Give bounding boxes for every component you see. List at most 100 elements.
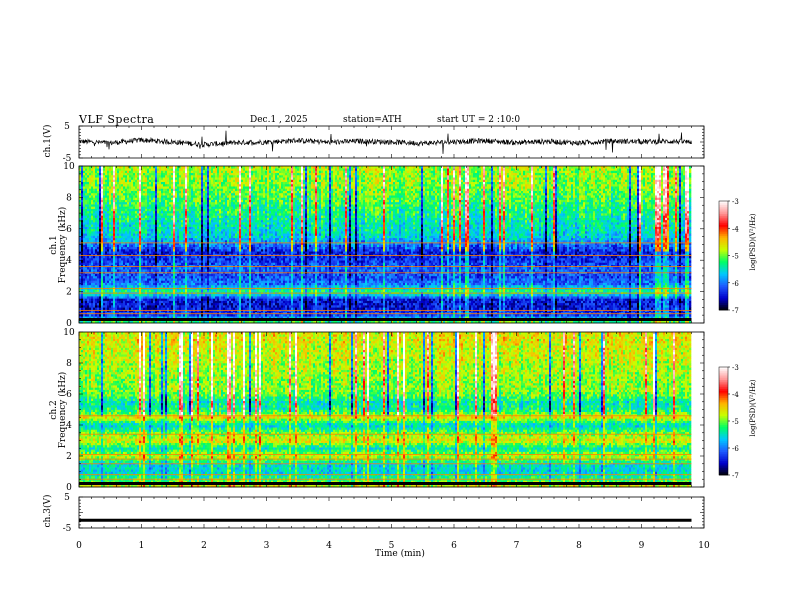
spectrogram-cell: [147, 208, 150, 212]
spectrogram-cell: [89, 311, 92, 315]
spectrogram-cell: [205, 197, 208, 200]
spectrogram-cell: [141, 168, 144, 171]
spectrogram-cell: [131, 289, 134, 292]
spectrogram-cell: [153, 208, 156, 212]
spectrogram-cell: [113, 289, 116, 292]
spectrogram-cell: [99, 255, 102, 259]
spectrogram-cell: [193, 298, 196, 301]
spectrogram-cell: [145, 197, 148, 200]
spectrogram-cell: [193, 302, 196, 306]
spectrogram-cell: [151, 248, 154, 252]
spectrogram-cell: [101, 168, 104, 171]
spectrogram-cell: [141, 264, 144, 268]
spectrogram-cell: [191, 195, 194, 198]
spectrogram-cell: [187, 213, 190, 216]
spectrogram-cell: [143, 231, 146, 234]
spectrogram-cell: [135, 282, 138, 286]
spectrogram-cell: [177, 231, 180, 234]
spectrogram-cell: [163, 235, 166, 239]
spectrogram-cell: [93, 190, 96, 194]
spectrogram-cell: [139, 217, 142, 221]
spectrogram-cell: [195, 248, 198, 252]
spectrogram-cell: [183, 311, 186, 315]
spectrogram-cell: [127, 262, 130, 265]
spectrogram-cell: [97, 293, 100, 297]
spectrogram-cell: [133, 177, 136, 180]
spectrogram-cell: [125, 246, 128, 250]
spectrogram-cell: [135, 237, 138, 241]
spectrogram-cell: [81, 307, 84, 310]
spectrogram-cell: [187, 275, 190, 279]
spectrogram-cell: [119, 206, 122, 209]
spectrogram-cell: [185, 228, 188, 232]
spectrogram-cell: [183, 253, 186, 257]
spectrogram-cell: [109, 222, 112, 225]
spectrogram-cell: [165, 289, 168, 292]
spectrogram-cell: [167, 172, 170, 176]
spectrogram-cell: [133, 222, 136, 225]
spectrogram-cell: [183, 231, 186, 234]
spectrogram-cell: [93, 168, 96, 171]
spectrogram-cell: [89, 183, 92, 187]
spectrogram-cell: [111, 320, 114, 324]
spectrogram-cell: [97, 282, 100, 286]
spectrogram-cell: [177, 219, 180, 223]
spectrogram-cell: [147, 197, 150, 200]
spectrogram-cell: [157, 208, 160, 212]
spectrogram-cell: [111, 204, 114, 207]
spectrogram-cell: [177, 170, 180, 174]
spectrogram-cell: [125, 231, 128, 234]
spectrogram-cell: [173, 284, 176, 288]
spectrogram-cell: [139, 183, 142, 187]
spectrogram-cell: [215, 222, 218, 225]
spectrogram-cell: [81, 293, 84, 297]
spectrogram-cell: [107, 255, 110, 259]
spectrogram-cell: [109, 307, 112, 310]
spectrogram-cell: [211, 246, 214, 250]
spectrogram-cell: [155, 192, 158, 196]
spectrogram-cell: [215, 219, 218, 223]
spectrogram-cell: [201, 210, 204, 214]
spectrogram-cell: [155, 257, 158, 261]
spectrogram-cell: [119, 186, 122, 189]
spectrogram-cell: [207, 242, 210, 245]
spectrogram-cell: [127, 233, 130, 236]
spectrogram-cell: [105, 226, 108, 230]
spectrogram-cell: [209, 244, 212, 248]
spectrogram-cell: [191, 181, 194, 185]
spectrogram-cell: [137, 219, 140, 223]
spectrogram-cell: [201, 235, 204, 239]
date-label: Dec.1 , 2025: [250, 115, 308, 125]
spectrogram-cell: [183, 278, 186, 281]
spectrogram-cell: [87, 251, 90, 254]
spectrogram-cell: [115, 177, 118, 180]
spectrogram-cell: [177, 226, 180, 230]
spectrogram-cell: [111, 217, 114, 221]
spectrogram-cell: [79, 192, 82, 196]
spectrogram-cell: [107, 314, 110, 317]
spectrogram-cell: [83, 264, 86, 268]
spectrogram-cell: [201, 289, 204, 292]
spectrogram-cell: [211, 206, 214, 209]
spectrogram-cell: [155, 188, 158, 191]
spectrogram-cell: [165, 251, 168, 254]
spectrogram-cell: [181, 188, 184, 191]
spectrogram-cell: [205, 282, 208, 286]
spectrogram-cell: [189, 257, 192, 261]
spectrogram-cell: [201, 208, 204, 212]
spectrogram-cell: [199, 298, 202, 301]
spectrogram-cell: [205, 244, 208, 248]
spectrogram-cell: [143, 204, 146, 207]
spectrogram-cell: [207, 222, 210, 225]
spectrogram-cell: [209, 174, 212, 178]
spectrogram-cell: [179, 222, 182, 225]
spectrogram-cell: [115, 174, 118, 178]
spectrogram-cell: [151, 201, 154, 205]
spectrogram-cell: [113, 197, 116, 200]
spectrogram-cell: [83, 289, 86, 292]
spectrogram-cell: [161, 195, 164, 198]
spectrogram-cell: [165, 179, 168, 182]
spectrogram-cell: [205, 305, 208, 308]
spectrogram-cell: [193, 215, 196, 218]
spectrogram-cell: [115, 248, 118, 252]
